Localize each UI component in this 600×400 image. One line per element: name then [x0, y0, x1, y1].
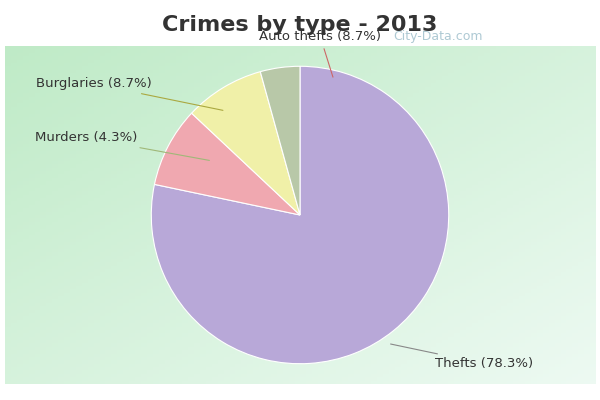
Wedge shape: [191, 72, 300, 215]
Wedge shape: [260, 66, 300, 215]
Text: Crimes by type - 2013: Crimes by type - 2013: [163, 15, 437, 35]
Wedge shape: [154, 113, 300, 215]
Text: Thefts (78.3%): Thefts (78.3%): [391, 344, 533, 370]
Text: Auto thefts (8.7%): Auto thefts (8.7%): [259, 30, 381, 77]
Wedge shape: [151, 66, 449, 364]
Text: Murders (4.3%): Murders (4.3%): [35, 132, 209, 160]
Text: City-Data.com: City-Data.com: [393, 30, 482, 43]
Text: Burglaries (8.7%): Burglaries (8.7%): [35, 77, 223, 110]
